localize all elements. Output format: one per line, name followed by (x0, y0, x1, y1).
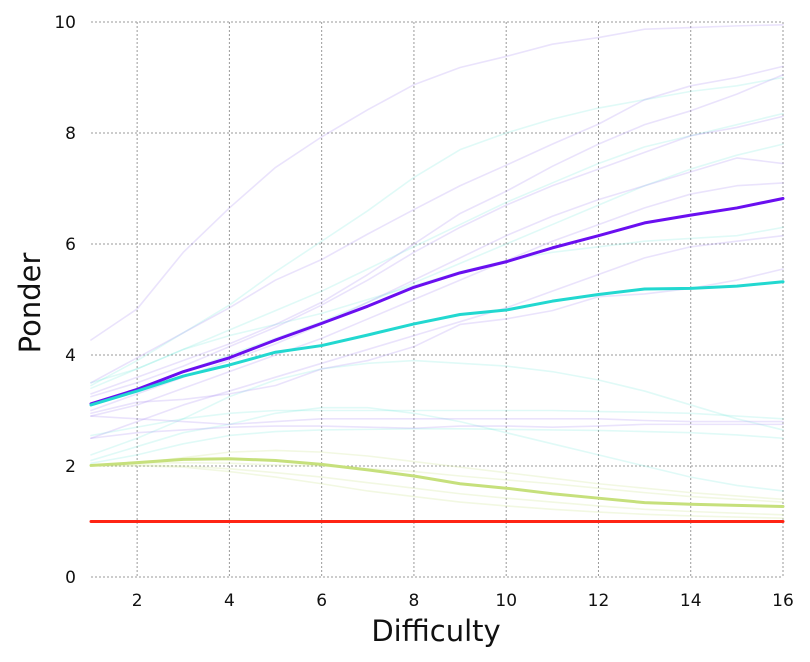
x-tick-label: 4 (224, 591, 235, 611)
series-line-2 (89, 457, 785, 509)
series-line-11 (90, 268, 784, 415)
y-tick-label: 0 (65, 568, 76, 588)
series-line-16 (90, 143, 784, 406)
grid (91, 21, 784, 578)
y-tick-label: 8 (65, 124, 76, 144)
x-axis-label: Difficulty (371, 614, 500, 648)
series-line-21 (90, 428, 784, 465)
x-tick-label: 6 (316, 591, 327, 611)
y-tick-label: 4 (65, 346, 76, 366)
series-line-15 (90, 112, 784, 390)
x-tick-label: 2 (132, 591, 143, 611)
series-line-25 (90, 449, 784, 501)
series-line-8 (90, 157, 784, 412)
tick-labels: 2 4 6 8 10 12 14 16 0 2 4 6 8 10 (54, 13, 793, 611)
x-tick-label: 10 (495, 591, 517, 611)
series-line-24 (90, 465, 784, 519)
y-tick-label: 10 (54, 13, 76, 33)
series-line-23 (90, 464, 784, 516)
series-line-13 (90, 415, 784, 426)
y-tick-label: 6 (65, 235, 76, 255)
x-tick-label: 14 (680, 591, 702, 611)
series-line-12 (90, 423, 784, 440)
series-line-1 (89, 280, 785, 407)
series-line-14 (90, 76, 784, 387)
series-line-0 (89, 196, 785, 406)
y-axis-label: Ponder (13, 253, 47, 354)
series-line-9 (90, 182, 784, 417)
series-line-18 (90, 409, 784, 437)
series-line-20 (90, 406, 784, 492)
x-tick-label: 12 (588, 591, 610, 611)
series-line-22 (90, 461, 784, 503)
series-line-19 (90, 359, 784, 456)
series-line-4 (90, 23, 784, 341)
series-lines (89, 23, 785, 523)
series-line-7 (90, 115, 784, 398)
x-tick-label: 8 (409, 591, 420, 611)
series-line-17 (90, 226, 784, 384)
series-line-6 (90, 73, 784, 395)
x-tick-label: 16 (772, 591, 794, 611)
y-tick-label: 2 (65, 457, 76, 477)
series-line-5 (90, 65, 784, 384)
series-line-10 (90, 234, 784, 440)
